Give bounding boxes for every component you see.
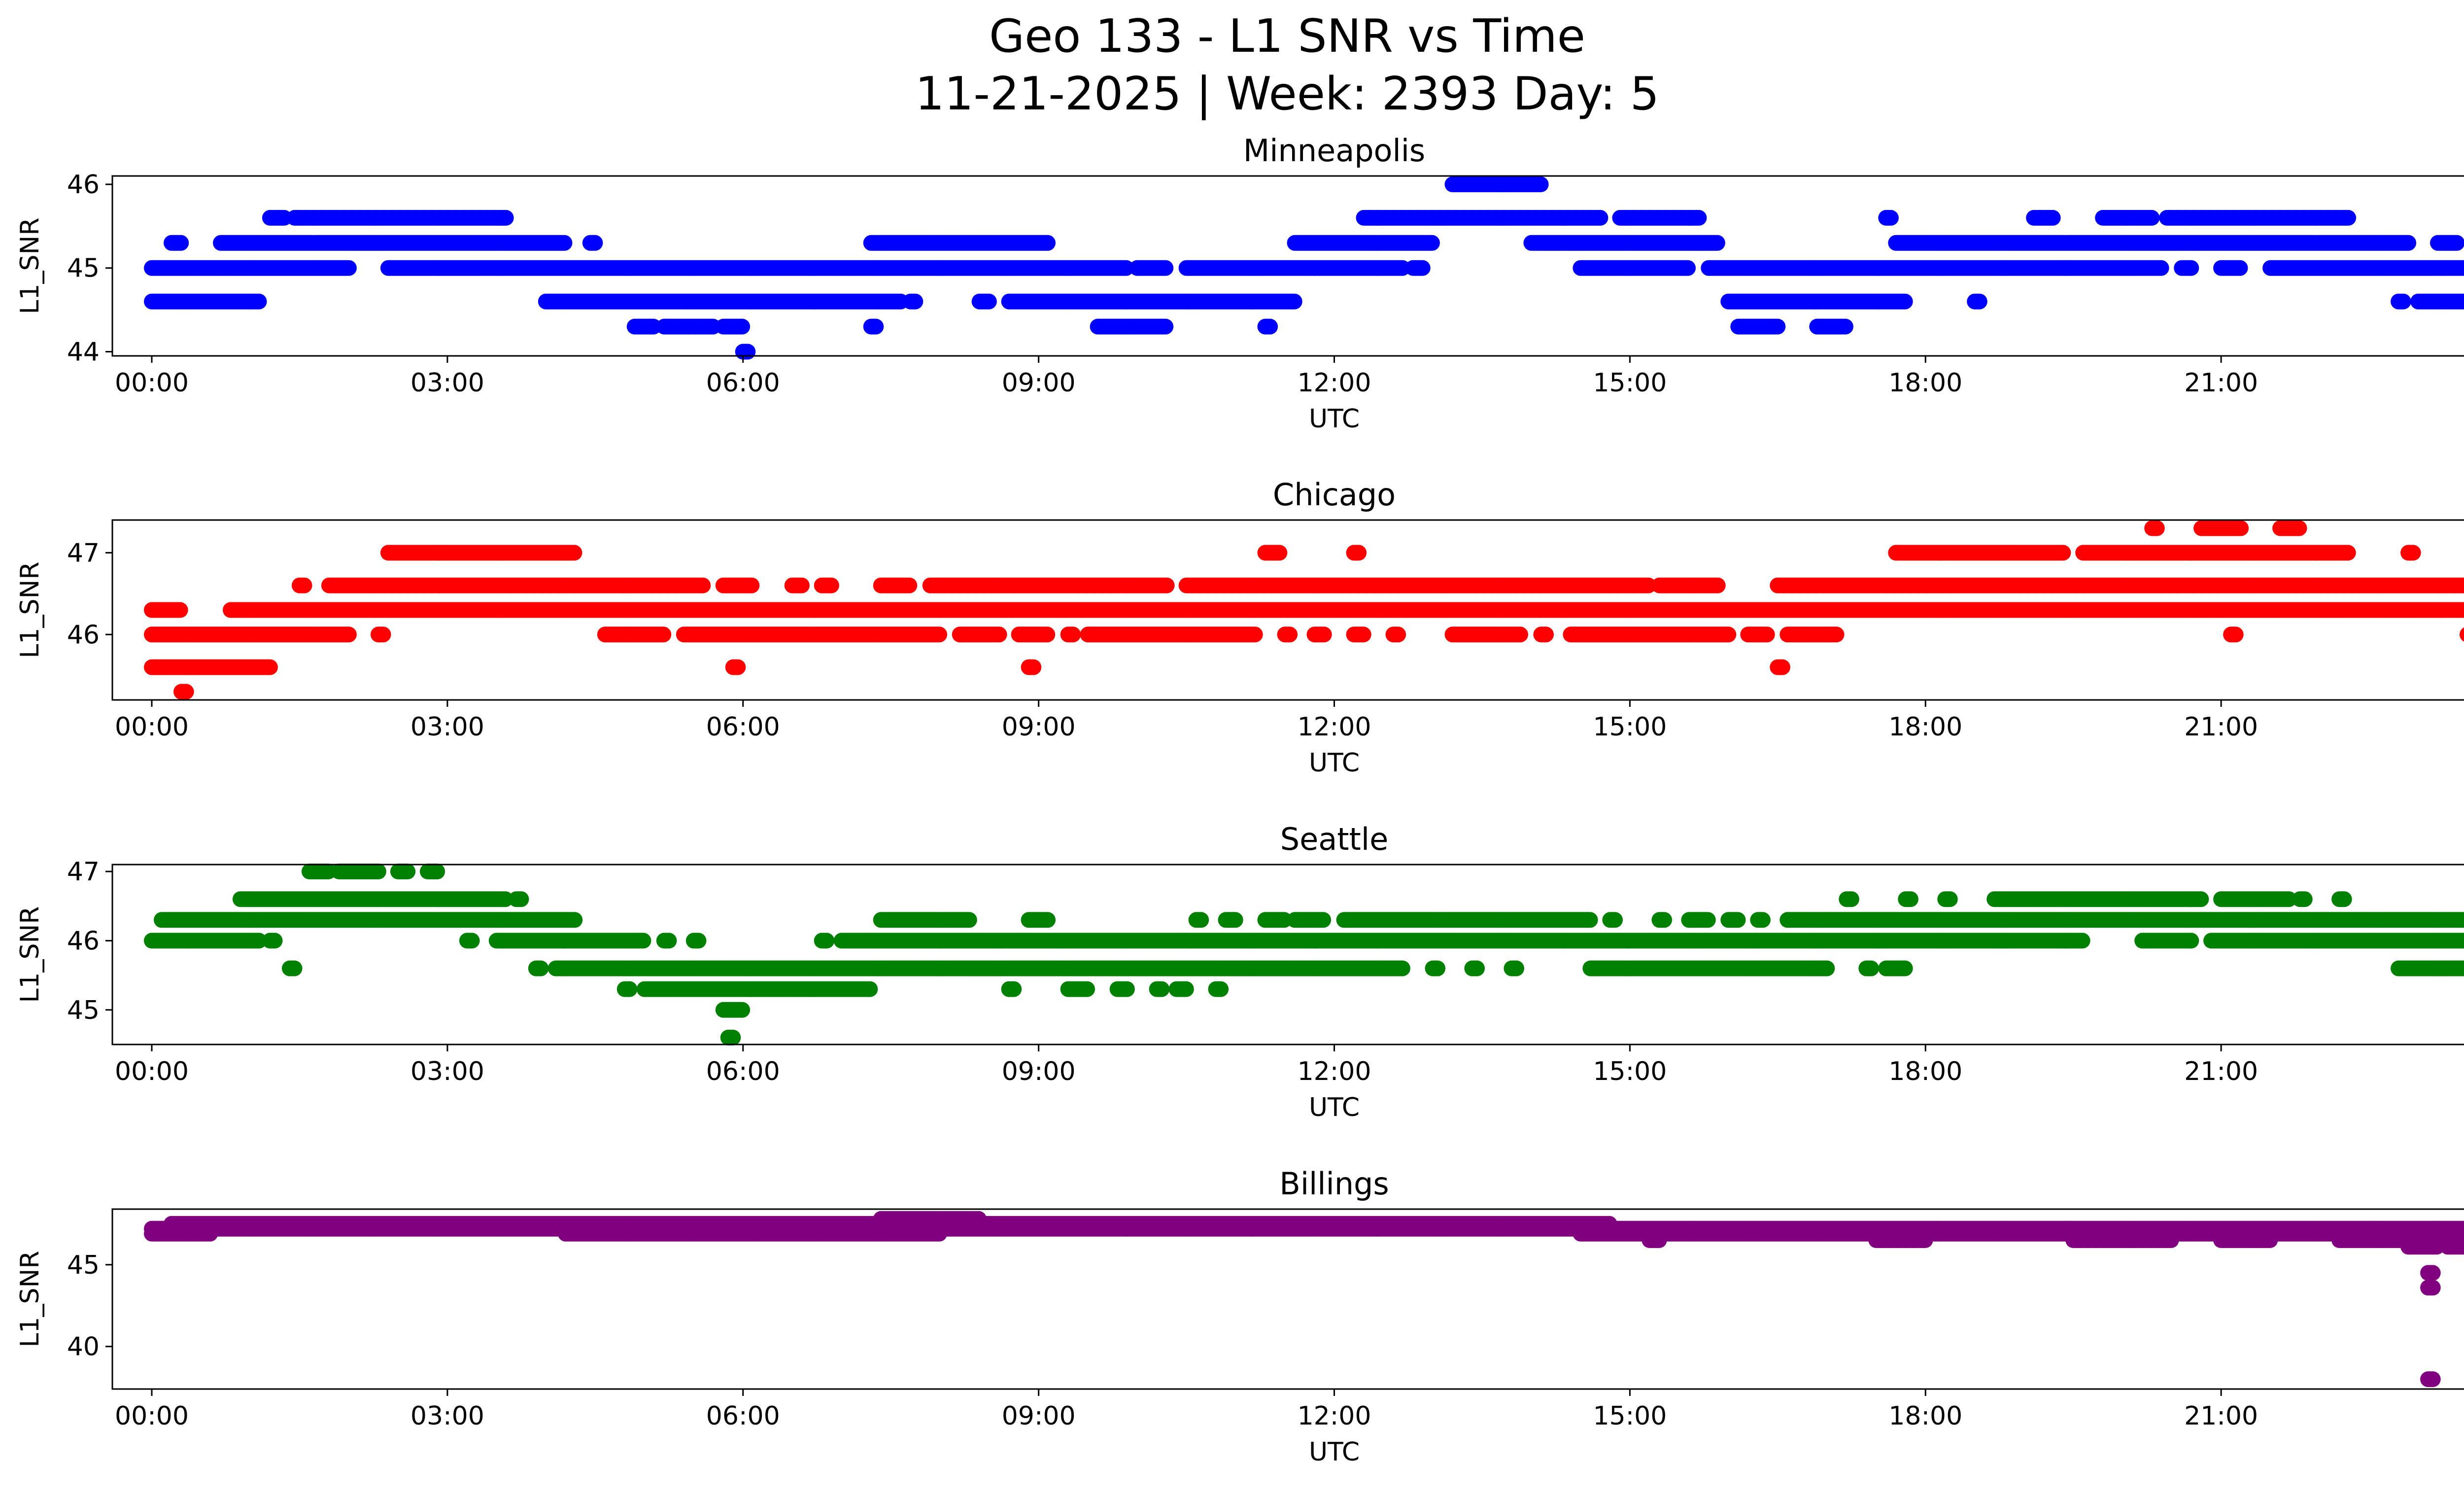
data-point (1533, 176, 1549, 192)
data-point (1262, 318, 1278, 335)
data-point (2183, 260, 2199, 276)
data-point (1414, 260, 1431, 276)
x-tick-label: 09:00 (1002, 368, 1076, 398)
data-point (1159, 577, 1175, 593)
data-point (1680, 260, 1696, 276)
data-point (566, 545, 582, 561)
y-tick-label: 44 (67, 338, 100, 367)
y-axis-label: L1_SNR (15, 217, 45, 314)
x-tick-label: 15:00 (1593, 368, 1667, 398)
subplot-title: Chicago (1273, 477, 1396, 513)
data-point (1271, 545, 1288, 561)
data-point (1286, 293, 1302, 310)
data-point (2405, 545, 2421, 561)
data-point (1897, 293, 1913, 310)
data-point (868, 318, 884, 335)
data-point (2045, 209, 2061, 226)
data-point (498, 209, 514, 226)
x-axis-label: UTC (1309, 404, 1360, 434)
x-tick-label: 06:00 (706, 368, 780, 398)
data-point (173, 235, 189, 251)
data-point (1710, 577, 1726, 593)
data-point (1592, 209, 1608, 226)
data-point (1351, 545, 1367, 561)
data-point (2340, 545, 2356, 561)
data-point (1691, 209, 1707, 226)
data-point (744, 577, 760, 593)
data-point (1971, 293, 1987, 310)
data-point (2400, 235, 2417, 251)
data-point (1882, 209, 1899, 226)
data-point (556, 235, 573, 251)
x-tick-label: 00:00 (115, 368, 189, 398)
data-point (2340, 209, 2357, 226)
data-point (1709, 235, 1725, 251)
y-tick-label: 46 (67, 170, 100, 200)
data-point (1837, 318, 1853, 335)
data-point (2291, 520, 2307, 536)
figure-title-line1: Geo 133 - L1 SNR vs Time (989, 9, 1585, 63)
x-tick-label: 18:00 (1888, 368, 1962, 398)
data-point (251, 293, 267, 310)
data-point (587, 235, 603, 251)
y-tick-label: 45 (67, 254, 100, 283)
data-point (2144, 209, 2160, 226)
data-point (1040, 235, 1056, 251)
x-tick-label: 12:00 (1298, 368, 1371, 398)
data-point (907, 293, 924, 310)
data-point (2232, 260, 2248, 276)
data-point (1158, 260, 1174, 276)
subplot-title: Minneapolis (1243, 133, 1426, 169)
data-point (695, 577, 711, 593)
data-points (144, 176, 2464, 360)
data-point (740, 344, 756, 360)
data-point (2055, 545, 2071, 561)
data-point (2149, 520, 2165, 536)
figure-title-line2: 11-21-2025 | Week: 2393 Day: 5 (915, 67, 1659, 120)
data-point (793, 577, 810, 593)
data-point (2233, 520, 2249, 536)
data-point (981, 293, 997, 310)
data-point (2449, 235, 2464, 251)
x-tick-label: 03:00 (411, 368, 484, 398)
data-point (341, 260, 357, 276)
data-point (2395, 293, 2411, 310)
data-point (734, 318, 751, 335)
data-point (296, 577, 312, 593)
x-tick-label: 21:00 (2184, 368, 2258, 398)
subplot-minneapolis: Minneapolis 00:00 03:00 06:00 09:00 12:00 15:0… (15, 133, 2464, 434)
data-point (1424, 235, 1440, 251)
data-point (901, 577, 918, 593)
data-point (1770, 318, 1786, 335)
subplots-container: Minneapolis 00:00 03:00 06:00 09:00 12:00 15:0… (15, 133, 2464, 1467)
data-point (2153, 260, 2169, 276)
data-point (1158, 318, 1174, 335)
data-point (823, 577, 839, 593)
